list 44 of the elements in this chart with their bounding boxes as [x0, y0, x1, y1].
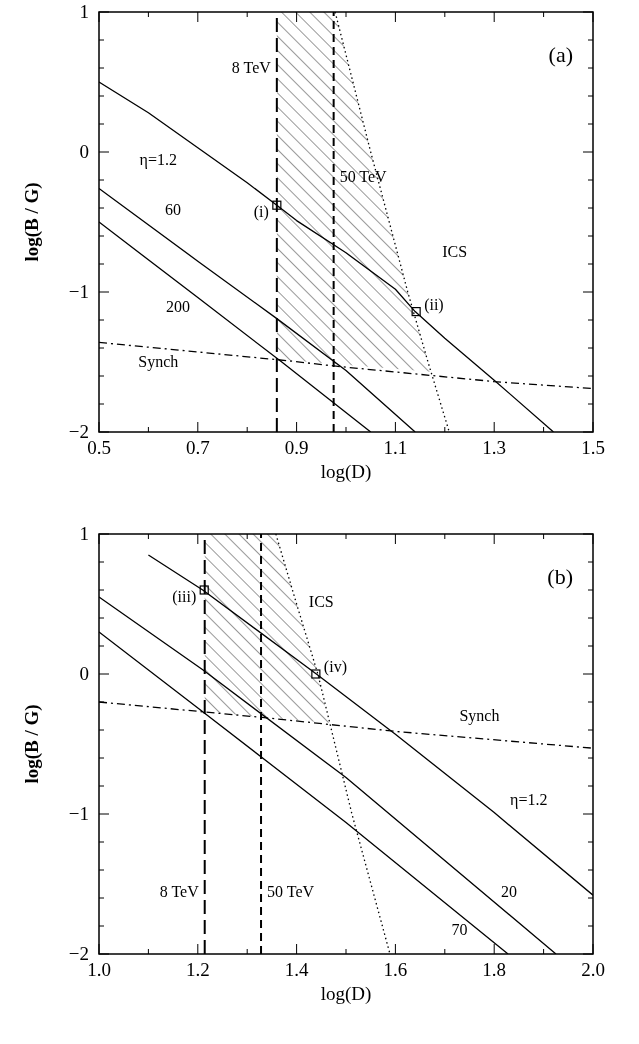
x-tick-label: 1.4 — [284, 959, 309, 980]
y-tick-label: −2 — [68, 421, 89, 442]
y-tick-label: 1 — [79, 1, 89, 22]
ref-line-label: 8 TeV — [159, 883, 200, 900]
ref-line-label: 50 TeV — [339, 167, 388, 185]
x-tick-label: 1.1 — [383, 437, 408, 458]
x-tick-label: 1.8 — [482, 959, 507, 980]
data-label: (i) — [253, 203, 269, 222]
series-label: Synch — [138, 352, 179, 371]
y-tick-label: −1 — [68, 281, 89, 302]
annotation: (b) — [547, 564, 573, 589]
data-label: (iv) — [323, 658, 347, 676]
y-tick-label: 0 — [79, 663, 89, 684]
y-axis-title: log(B / G) — [21, 182, 43, 262]
data-label: (ii) — [424, 295, 444, 314]
series-label: 60 — [165, 201, 182, 219]
x-tick-label: 0.5 — [87, 437, 111, 458]
annotation: (a) — [548, 42, 573, 67]
series-label: 200 — [166, 298, 191, 315]
x-axis-title: log(D) — [320, 983, 372, 1005]
series-label: 20 — [501, 883, 518, 900]
x-tick-label: 1.5 — [581, 437, 605, 458]
x-tick-label: 0.9 — [284, 437, 309, 458]
x-tick-label: 1.3 — [482, 437, 507, 458]
y-tick-label: 0 — [79, 141, 89, 162]
data-label: (iii) — [172, 588, 197, 606]
y-tick-label: −1 — [68, 803, 89, 824]
x-tick-label: 1.0 — [87, 959, 111, 980]
series-label: 70 — [451, 920, 468, 938]
y-tick-label: −2 — [68, 943, 89, 964]
x-axis-title: log(D) — [320, 461, 372, 483]
ref-line-label: 50 TeV — [267, 883, 315, 900]
x-tick-label: 1.2 — [185, 959, 210, 980]
ref-line-label: 8 TeV — [231, 58, 272, 76]
x-tick-label: 0.7 — [185, 437, 210, 458]
series-label: η=1.2 — [510, 790, 548, 809]
series-label: η=1.2 — [139, 151, 177, 169]
series-label: Synch — [459, 706, 500, 725]
x-tick-label: 1.6 — [383, 959, 408, 980]
text: ICS — [442, 243, 468, 261]
x-tick-label: 2.0 — [581, 959, 605, 980]
y-axis-title: log(B / G) — [21, 704, 43, 784]
series-label: ICS — [308, 593, 334, 611]
y-tick-label: 1 — [79, 523, 89, 544]
